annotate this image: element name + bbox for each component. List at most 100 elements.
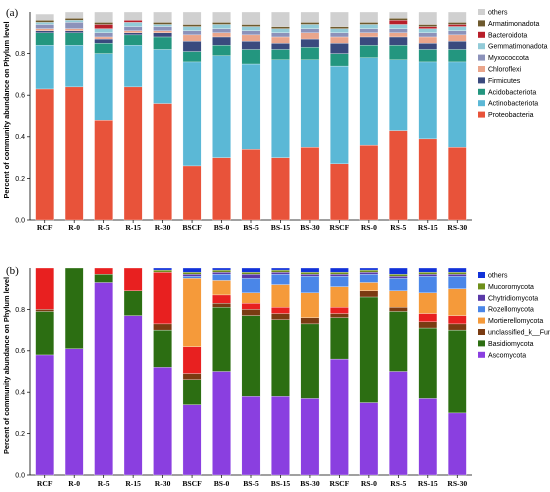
y-tick-label-a: 0.6 bbox=[15, 93, 25, 100]
bar-segment-a-chloroflexi bbox=[241, 34, 261, 42]
bar-segment-a-gemmatimonadota bbox=[64, 20, 84, 23]
bar-segment-a-myxococcota bbox=[330, 32, 349, 38]
bar-segment-a-gemmatimonadota bbox=[94, 28, 113, 33]
bar-segment-a-chloroflexi bbox=[300, 32, 320, 40]
x-tick-label-a: RS-5 bbox=[390, 223, 406, 232]
panel-label-a: (a) bbox=[6, 7, 19, 19]
legend-swatch-a bbox=[478, 54, 485, 61]
x-tick-label-a: BS-15 bbox=[271, 223, 291, 232]
bar-segment-b-unlabeled-red bbox=[271, 307, 290, 314]
bar-segment-b-basidiomycota bbox=[271, 319, 290, 397]
bar-segment-a-actinobacteriota bbox=[300, 59, 320, 148]
legend-swatch-b bbox=[478, 329, 485, 335]
x-tick-label-b: RS-0 bbox=[361, 479, 377, 488]
bar-segment-b-unclassified-k-fungi bbox=[212, 303, 231, 308]
bar-segment-a-firmicutes bbox=[330, 43, 349, 54]
y-tick-label-a: 0.4 bbox=[15, 134, 25, 141]
bar-segment-a-firmicutes bbox=[359, 36, 379, 46]
y-axis-title-a: Percent of community abundance on Phylum… bbox=[2, 21, 11, 198]
bar-segment-b-ascomycota bbox=[123, 315, 143, 476]
bar-segment-b-unlabeled-red bbox=[123, 267, 143, 291]
x-tick-label-a: BS-5 bbox=[243, 223, 259, 232]
bar-segment-a-acidobacteriota bbox=[359, 45, 379, 58]
bar-segment-b-basidiomycota bbox=[418, 327, 438, 399]
bar-segment-a-firmicutes bbox=[300, 38, 320, 48]
bar-segment-a-chloroflexi bbox=[418, 36, 438, 44]
bar-segment-a-gemmatimonadota bbox=[300, 24, 320, 29]
legend-swatch-b bbox=[478, 294, 485, 301]
bar-segment-a-proteobacteria bbox=[241, 149, 261, 221]
bar-segment-a-myxococcota bbox=[359, 28, 379, 33]
bar-segment-a-others bbox=[64, 11, 84, 19]
y-tick-label-b: 0.8 bbox=[15, 307, 25, 314]
bar-segment-a-gemmatimonadota bbox=[35, 22, 55, 25]
bar-segment-b-unclassified-k-fungi bbox=[330, 313, 349, 318]
bar-segment-b-mucoromycota bbox=[241, 271, 261, 275]
bar-segment-a-bacteroidota bbox=[94, 24, 113, 29]
panel-label-b: (b) bbox=[6, 265, 19, 277]
bar-segment-a-others bbox=[359, 11, 379, 23]
legend-label-a: Armatimonadota bbox=[488, 21, 539, 28]
bar-segment-a-firmicutes bbox=[64, 30, 84, 33]
bar-segment-a-armatimonadota bbox=[389, 18, 408, 21]
legend-swatch-a bbox=[478, 77, 485, 84]
bar-segment-a-armatimonadota bbox=[64, 18, 84, 21]
bar-segment-b-ascomycota bbox=[330, 358, 349, 476]
bar-segment-a-chloroflexi bbox=[153, 30, 172, 33]
bar-segment-a-acidobacteriota bbox=[389, 45, 408, 60]
bar-segment-b-unlabeled-red bbox=[182, 346, 202, 374]
bar-segment-b-mucoromycota bbox=[271, 269, 290, 273]
bar-segment-a-firmicutes bbox=[123, 32, 143, 36]
bar-segment-a-firmicutes bbox=[94, 38, 113, 44]
bar-segment-b-unlabeled-red bbox=[418, 313, 438, 322]
bar-segment-a-chloroflexi bbox=[389, 32, 408, 38]
panel-a-chart: (a) Percent of community abundance on Phy… bbox=[2, 7, 548, 232]
bar-segment-b-unclassified-k-fungi bbox=[359, 290, 379, 298]
y-tick-label-b: 0.6 bbox=[15, 348, 25, 355]
legend-swatch-a bbox=[478, 111, 485, 118]
bar-segment-b-rozellomycota bbox=[330, 276, 349, 287]
x-tick-label-a: RCF bbox=[37, 223, 53, 232]
legend-swatch-b bbox=[478, 283, 485, 290]
bar-segment-a-armatimonadota bbox=[94, 22, 113, 25]
x-tick-label-b: BS-15 bbox=[271, 479, 291, 488]
bar-segment-b-chytridiomycota bbox=[271, 271, 290, 275]
bar-segment-b-others bbox=[389, 267, 408, 275]
legend-label-b: Mucoromycota bbox=[488, 284, 534, 291]
legend-label-a: Actinobacteriota bbox=[488, 101, 538, 108]
bar-segment-b-basidiomycota bbox=[389, 311, 408, 372]
legend-swatch-a bbox=[478, 88, 485, 95]
x-tick-label-b: BSCF bbox=[182, 479, 202, 488]
bar-segment-a-firmicutes bbox=[418, 43, 438, 50]
bar-segment-b-others bbox=[271, 267, 290, 271]
x-tick-label-a: R-30 bbox=[155, 223, 171, 232]
bar-segment-b-mortierellomycota bbox=[330, 286, 349, 308]
bar-segment-b-ascomycota bbox=[35, 354, 55, 476]
legend-label-b: others bbox=[488, 273, 508, 280]
bar-segment-b-mucoromycota bbox=[182, 271, 202, 275]
bar-segment-a-proteobacteria bbox=[330, 163, 349, 221]
bar-segment-b-ascomycota bbox=[300, 398, 320, 476]
bar-segment-b-mucoromycota bbox=[212, 269, 231, 273]
legend-swatch-a bbox=[478, 66, 485, 72]
bar-segment-a-chloroflexi bbox=[447, 34, 467, 42]
bar-segment-a-myxococcota bbox=[418, 32, 438, 38]
bar-segment-a-firmicutes bbox=[153, 32, 172, 38]
legend-label-a: others bbox=[488, 10, 508, 17]
legend-label-b: Chytridiomycota bbox=[488, 295, 538, 302]
bar-segment-a-myxococcota bbox=[300, 28, 320, 33]
bar-segment-a-acidobacteriota bbox=[418, 49, 438, 63]
legend-label-b: unclassified_k__Fungi bbox=[488, 330, 550, 337]
bar-segment-a-armatimonadota bbox=[359, 22, 379, 25]
x-tick-label-b: RCF bbox=[37, 479, 53, 488]
y-tick-label-b: 0.2 bbox=[15, 431, 25, 438]
bar-segment-a-chloroflexi bbox=[330, 36, 349, 44]
bar-segment-b-unclassified-k-fungi bbox=[153, 323, 172, 331]
bar-segment-a-actinobacteriota bbox=[271, 59, 290, 158]
bar-segment-b-unlabeled-red bbox=[94, 267, 113, 275]
bar-segment-a-proteobacteria bbox=[447, 147, 467, 221]
bar-segment-a-myxococcota bbox=[212, 28, 231, 33]
bar-segment-a-actinobacteriota bbox=[330, 65, 349, 164]
bar-segment-a-armatimonadota bbox=[212, 22, 231, 25]
legend-label-a: Bacteroidota bbox=[488, 32, 527, 39]
